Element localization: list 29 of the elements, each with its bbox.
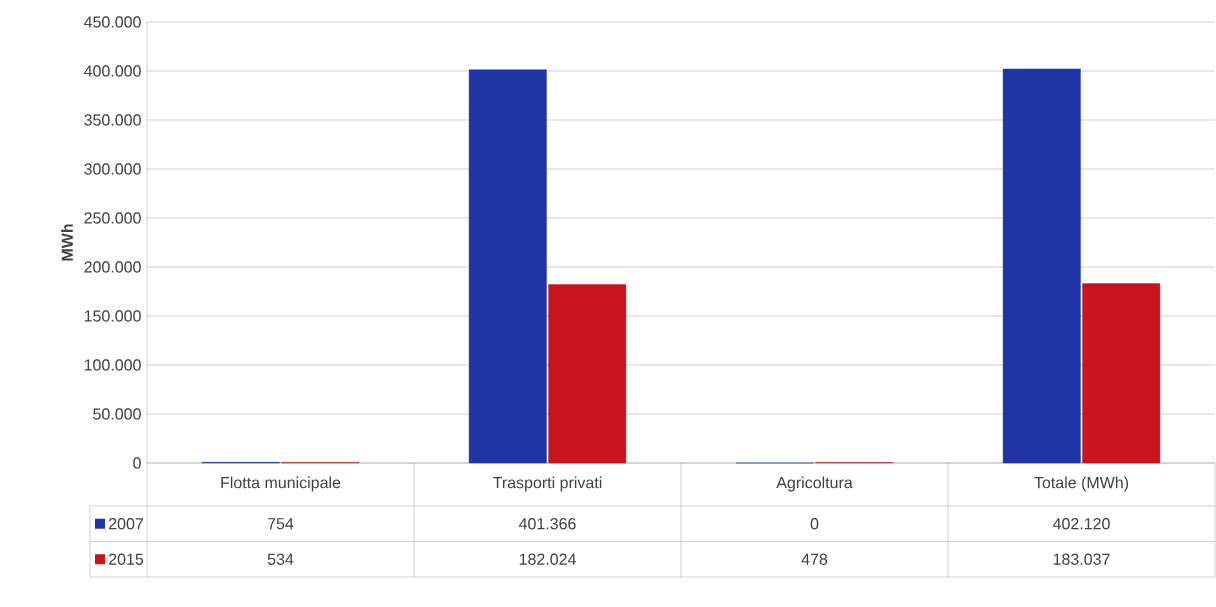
data-label: 402.120 xyxy=(1052,518,1110,530)
bar xyxy=(468,69,547,464)
data-label: 182.024 xyxy=(519,553,576,565)
y-tick-label: 400.000 xyxy=(84,65,141,77)
y-tick-label: 450.000 xyxy=(84,16,141,28)
y-tick-label: 350.000 xyxy=(84,114,141,126)
y-tick-label: 50.000 xyxy=(93,408,141,420)
bar xyxy=(1002,68,1081,464)
legend-label: 2015 xyxy=(109,553,144,565)
y-tick-label: 250.000 xyxy=(84,212,141,224)
y-tick-label: 200.000 xyxy=(84,261,141,273)
x-tick-label: Trasporti privati xyxy=(493,476,602,492)
data-label: 401.366 xyxy=(518,518,576,530)
y-axis-title: MWh xyxy=(61,224,73,261)
legend-label: 2007 xyxy=(109,518,143,530)
y-tick-label: 100.000 xyxy=(84,359,141,371)
y-tick-label: 0 xyxy=(133,457,141,469)
x-tick-label: Totale (MWh) xyxy=(1034,476,1129,492)
data-label: 478 xyxy=(801,553,828,565)
bar xyxy=(548,284,627,464)
y-tick-label: 300.000 xyxy=(84,163,141,175)
data-label: 754 xyxy=(267,518,294,530)
data-label: 0 xyxy=(810,518,819,530)
data-label: 534 xyxy=(267,553,294,565)
x-tick-label: Flotta municipale xyxy=(221,476,341,492)
data-label: 183.037 xyxy=(1053,553,1110,565)
bar xyxy=(1082,283,1161,464)
y-tick-label: 150.000 xyxy=(84,310,141,322)
x-tick-label: Agricoltura xyxy=(776,476,853,492)
